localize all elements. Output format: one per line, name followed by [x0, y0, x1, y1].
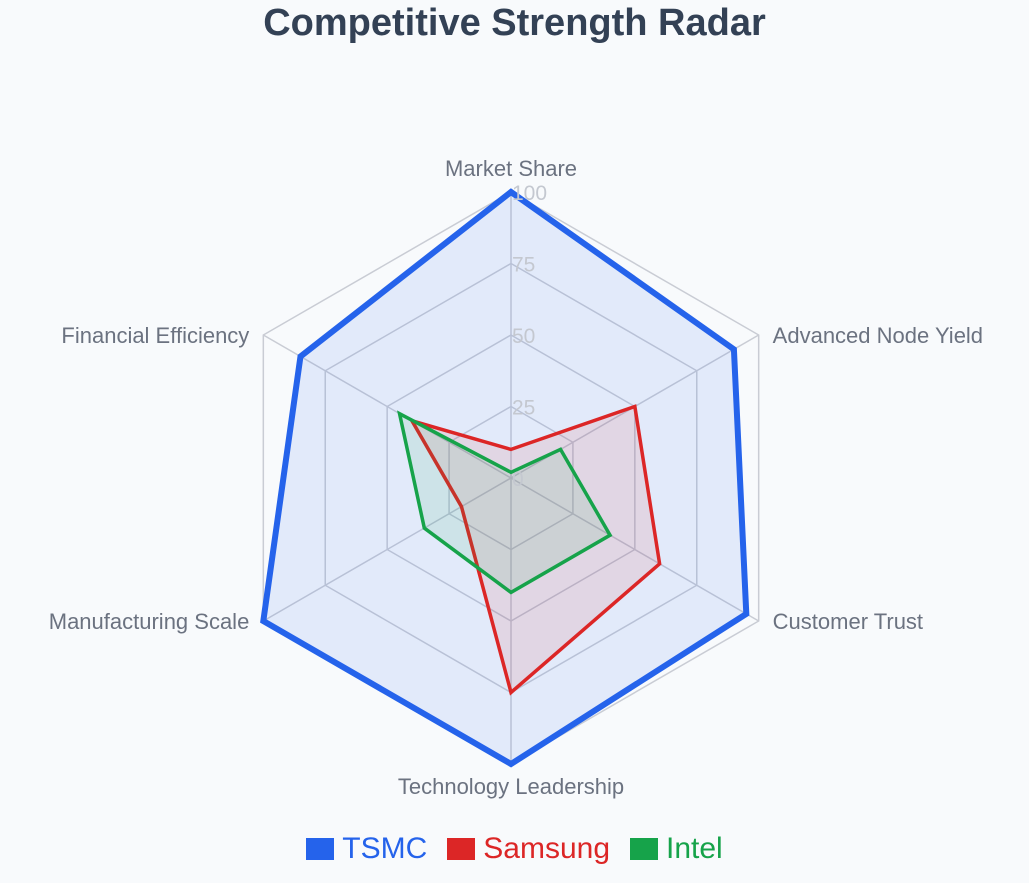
legend-item-intel[interactable]: Intel	[630, 832, 723, 866]
tick-label: 0	[512, 468, 524, 491]
axis-labels: Market Share Advanced Node Yield Customer …	[49, 156, 983, 799]
axis-label-technology-leadership: Technology Leadership	[398, 774, 624, 799]
grid-spoke	[262, 334, 512, 479]
axis-label-market-share: Market Share	[445, 156, 577, 181]
radar-series	[260, 188, 750, 768]
legend-label: Intel	[666, 832, 723, 865]
legend-item-samsung[interactable]: Samsung	[447, 832, 610, 866]
series-tsmc-area	[260, 188, 750, 768]
grid-spoke	[510, 477, 760, 622]
axis-label-financial-efficiency: Financial Efficiency	[61, 323, 249, 348]
tick-label: 50	[512, 325, 535, 348]
legend-swatch	[630, 838, 659, 860]
legend-item-tsmc[interactable]: TSMC	[306, 832, 427, 866]
chart-title: Competitive Strength Radar	[263, 2, 766, 44]
legend: TSMC Samsung Intel	[0, 832, 1029, 866]
legend-swatch	[447, 838, 476, 860]
radial-tick-labels: 0 25 50 75 100	[512, 182, 547, 491]
legend-label: TSMC	[342, 832, 428, 865]
series-intel-area	[397, 410, 613, 595]
axis-label-customer-trust: Customer Trust	[773, 609, 923, 634]
axis-label-manufacturing-scale: Manufacturing Scale	[49, 609, 250, 634]
axis-label-advanced-node-yield: Advanced Node Yield	[773, 323, 983, 348]
grid-spoke	[262, 477, 512, 622]
tick-label: 75	[512, 254, 535, 277]
legend-label: Samsung	[483, 832, 611, 865]
tick-label: 25	[512, 397, 535, 420]
tick-label: 100	[512, 182, 547, 205]
legend-swatch	[306, 838, 335, 860]
